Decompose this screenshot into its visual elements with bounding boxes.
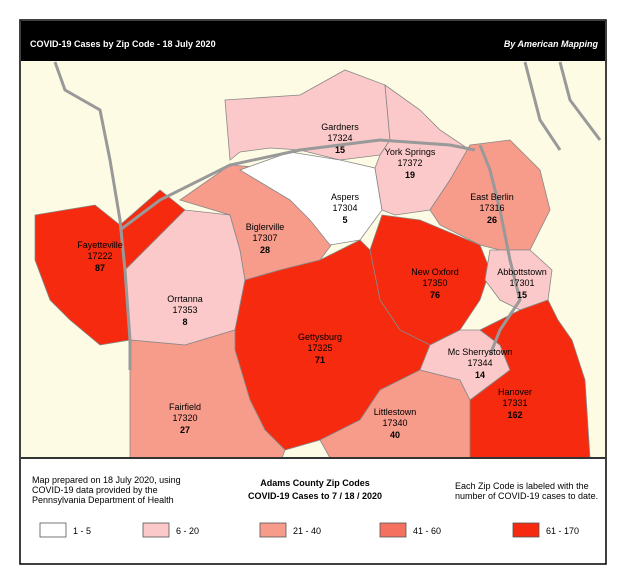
zip-name: Aspers	[331, 192, 360, 202]
case-count: 5	[342, 215, 347, 225]
regions	[34, 69, 591, 459]
zip-area	[374, 84, 471, 216]
case-count: 87	[95, 263, 105, 273]
zip-name: Littlestown	[374, 407, 417, 417]
title-bar	[21, 21, 605, 61]
case-count: 162	[507, 410, 522, 420]
zip-code: 17316	[479, 203, 504, 213]
case-count: 15	[517, 290, 527, 300]
zip-code: 17301	[509, 278, 534, 288]
zip-name: New Oxford	[411, 267, 459, 277]
zip-name: Gettysburg	[298, 332, 342, 342]
source-note: Map prepared on 18 July 2020, using	[32, 475, 181, 485]
zip-code: 17353	[172, 305, 197, 315]
zip-area	[239, 151, 383, 246]
legend-label: 61 - 170	[546, 526, 579, 536]
zip-name: Mc Sherrystown	[448, 347, 513, 357]
zip-name: Abbottstown	[497, 267, 547, 277]
zip-name: York Springs	[385, 147, 436, 157]
legend-swatch	[39, 522, 67, 538]
case-count: 15	[335, 145, 345, 155]
zip-name: East Berlin	[470, 192, 514, 202]
label-note: number of COVID-19 cases to date.	[455, 491, 598, 501]
zip-area	[224, 69, 391, 161]
footer: Map prepared on 18 July 2020, usingCOVID…	[32, 475, 598, 538]
zip-name: Fayetteville	[77, 240, 123, 250]
case-count: 26	[487, 215, 497, 225]
legend-heading: COVID-19 Cases to 7 / 18 / 2020	[248, 491, 382, 501]
zip-code: 17304	[332, 203, 357, 213]
roads	[53, 61, 602, 370]
legend-label: 41 - 60	[413, 526, 441, 536]
legend-heading: Adams County Zip Codes	[260, 478, 370, 488]
road	[119, 138, 476, 232]
legend-label: 6 - 20	[176, 526, 199, 536]
road	[478, 144, 522, 356]
case-count: 76	[430, 290, 440, 300]
legend-label: 1 - 5	[73, 526, 91, 536]
case-count: 71	[315, 355, 325, 365]
title: COVID-19 Cases by Zip Code - 18 July 202…	[30, 39, 216, 49]
byline: By American Mapping	[504, 39, 599, 49]
legend-swatch	[259, 522, 287, 538]
case-count: 40	[390, 430, 400, 440]
case-count: 27	[180, 425, 190, 435]
source-note: COVID-19 data provided by the	[32, 485, 158, 495]
road	[53, 61, 132, 370]
zip-code: 17325	[307, 343, 332, 353]
source-note: Pennsylvania Department of Health	[32, 495, 174, 505]
legend-label: 21 - 40	[293, 526, 321, 536]
zip-code: 17307	[252, 233, 277, 243]
zip-name: Hanover	[498, 387, 532, 397]
zip-code: 17340	[382, 418, 407, 428]
zip-code: 17320	[172, 413, 197, 423]
legend-swatch	[512, 522, 540, 538]
case-count: 28	[260, 245, 270, 255]
label-note: Each Zip Code is labeled with the	[455, 481, 589, 491]
legend-swatch	[142, 522, 170, 538]
road	[523, 61, 562, 151]
zip-name: Gardners	[321, 122, 359, 132]
zip-code: 17344	[467, 358, 492, 368]
zip-code: 17372	[397, 158, 422, 168]
case-count: 14	[475, 370, 485, 380]
zip-code: 17222	[87, 251, 112, 261]
case-count: 19	[405, 170, 415, 180]
zip-code: 17350	[422, 278, 447, 288]
road	[558, 61, 602, 141]
case-count: 8	[182, 317, 187, 327]
zip-name: Fairfield	[169, 402, 201, 412]
zip-name: Biglerville	[246, 222, 285, 232]
zip-name: Orrtanna	[167, 294, 203, 304]
legend-swatch	[379, 522, 407, 538]
zip-code: 17324	[327, 133, 352, 143]
zip-code: 17331	[502, 398, 527, 408]
